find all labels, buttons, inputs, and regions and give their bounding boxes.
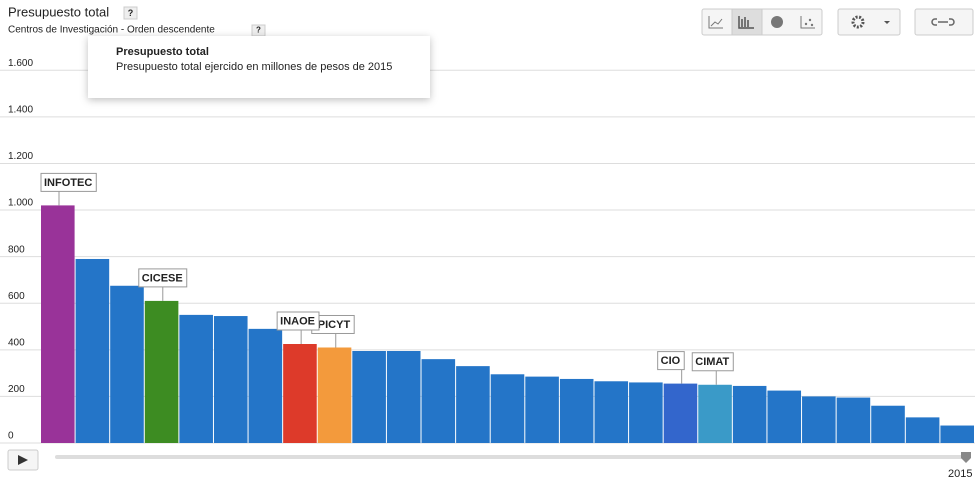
bar-label-text: CICESE bbox=[142, 272, 183, 284]
y-tick-label: 400 bbox=[8, 337, 25, 348]
toolbar bbox=[701, 8, 974, 36]
label-box bbox=[691, 352, 734, 372]
scatter-chart-button[interactable] bbox=[800, 16, 815, 29]
bar bbox=[179, 314, 213, 443]
bar bbox=[732, 385, 767, 443]
timeline: 2015 bbox=[7, 449, 972, 480]
bar-label-text: CIO bbox=[661, 355, 681, 367]
scatter-dot bbox=[808, 18, 812, 22]
bar bbox=[144, 300, 179, 443]
bar bbox=[663, 383, 698, 443]
bar-label-text: INFOTEC bbox=[44, 177, 92, 189]
bar bbox=[317, 347, 352, 443]
y-tick-label: 1.000 bbox=[8, 198, 33, 209]
y-tick-label: 200 bbox=[8, 384, 25, 395]
bar bbox=[629, 382, 663, 443]
bar-label: INAOE bbox=[276, 311, 320, 344]
timeline-track[interactable] bbox=[55, 455, 970, 459]
y-tick-label: 1.600 bbox=[8, 58, 33, 69]
chart-title: Presupuesto total bbox=[8, 4, 109, 19]
bar-label: CICESE bbox=[138, 268, 188, 301]
bar bbox=[352, 350, 386, 443]
bar bbox=[421, 359, 456, 443]
label-box bbox=[276, 311, 320, 331]
dropdown-arrow bbox=[884, 21, 890, 24]
bar bbox=[525, 376, 559, 443]
label-box bbox=[138, 268, 188, 288]
tooltip-box bbox=[88, 36, 430, 98]
play-icon bbox=[18, 455, 28, 465]
tooltip: Presupuesto total Presupuesto total ejer… bbox=[88, 36, 430, 98]
help-icon[interactable]: ? bbox=[128, 8, 134, 18]
bar-label: CIMAT bbox=[691, 352, 734, 385]
bar bbox=[386, 350, 421, 443]
label-box bbox=[40, 172, 97, 192]
bar-label-text: CIMAT bbox=[695, 356, 729, 368]
settings-button[interactable] bbox=[837, 8, 901, 36]
y-tick-label: 800 bbox=[8, 244, 25, 255]
bar bbox=[559, 378, 594, 443]
help-icon[interactable]: ? bbox=[256, 26, 261, 35]
bar bbox=[75, 258, 110, 443]
bar-label: IPICYT bbox=[311, 314, 355, 348]
line-chart-button[interactable] bbox=[708, 16, 723, 29]
timeline-handle[interactable] bbox=[961, 452, 971, 463]
tooltip-title: Presupuesto total bbox=[116, 46, 209, 58]
help-button[interactable] bbox=[123, 6, 138, 20]
scatter-dot bbox=[810, 23, 814, 27]
bar bbox=[940, 425, 974, 443]
y-tick-label: 1.400 bbox=[8, 105, 33, 116]
bar bbox=[110, 285, 144, 443]
bar bbox=[213, 316, 248, 443]
bar bbox=[283, 344, 317, 443]
plot-area: 0 200 400 600 800 1.000 1.200 1.400 1.600 CIMAT CI… bbox=[0, 58, 975, 444]
bar-label-text: INAOE bbox=[280, 315, 315, 327]
bar bbox=[767, 390, 802, 443]
bar-label: CIO bbox=[657, 351, 685, 384]
bar-icon bbox=[738, 16, 754, 29]
bar bbox=[905, 417, 940, 443]
bar bbox=[871, 405, 905, 443]
y-tick-label: 0 bbox=[8, 431, 14, 442]
y-tick-label: 1.200 bbox=[8, 151, 33, 162]
bar bbox=[698, 384, 732, 443]
bar bbox=[490, 374, 525, 443]
y-tick-label: 600 bbox=[8, 291, 25, 302]
map-chart-button[interactable] bbox=[771, 16, 783, 28]
tooltip-text: Presupuesto total ejercido en millones d… bbox=[116, 61, 392, 73]
bar-label-text: IPICYT bbox=[315, 319, 351, 331]
bar bbox=[802, 396, 836, 443]
scatter-dot bbox=[804, 22, 808, 26]
bar bbox=[594, 381, 629, 443]
link-icon bbox=[931, 18, 955, 26]
bar-label: INFOTEC bbox=[40, 172, 97, 206]
label-box bbox=[657, 351, 685, 371]
bar-chart-button[interactable] bbox=[731, 8, 763, 36]
timeline-year: 2015 bbox=[948, 468, 972, 480]
bar bbox=[248, 328, 283, 443]
bar bbox=[836, 397, 871, 443]
gear-icon bbox=[851, 15, 865, 29]
bar bbox=[41, 205, 75, 443]
chart-subtitle: Centros de Investigación - Orden descend… bbox=[8, 25, 215, 36]
bar bbox=[456, 366, 490, 443]
